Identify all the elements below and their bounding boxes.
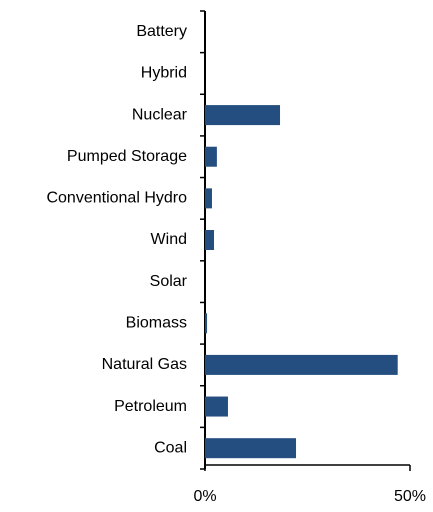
bar: [205, 313, 208, 334]
y-tick-label: Solar: [150, 273, 188, 290]
y-tick-label: Battery: [136, 23, 187, 40]
y-tick-label: Natural Gas: [102, 356, 187, 373]
bar: [205, 146, 217, 167]
y-tick-label: Conventional Hydro: [46, 190, 187, 207]
y-tick-label: Coal: [154, 439, 187, 456]
y-tick-label: Biomass: [126, 314, 187, 331]
bar: [205, 354, 398, 375]
bar: [205, 230, 215, 250]
y-tick-label: Wind: [151, 231, 187, 248]
y-tick-label: Pumped Storage: [67, 148, 187, 165]
bar: [205, 396, 228, 417]
bar: [205, 105, 281, 126]
x-tick-label: 50%: [394, 488, 426, 505]
y-tick-label: Nuclear: [132, 106, 188, 123]
y-tick-label: Hybrid: [141, 65, 187, 82]
bar: [205, 188, 212, 209]
x-tick-label: 0%: [193, 488, 216, 505]
bar: [205, 438, 297, 459]
y-tick-label: Petroleum: [114, 398, 187, 415]
